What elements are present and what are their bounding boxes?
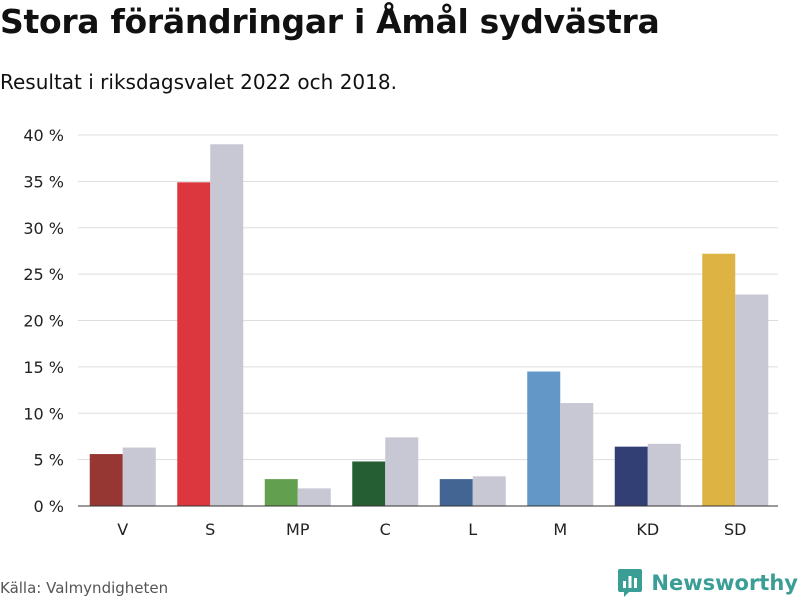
bar-l-previous <box>472 476 506 506</box>
bar-mp-current <box>264 479 298 506</box>
bars <box>78 144 778 507</box>
y-tick-label: 40 % <box>23 126 64 145</box>
x-tick-label: C <box>380 520 391 539</box>
x-tick-label: V <box>117 520 128 539</box>
bar-sd-current <box>702 253 736 506</box>
chart-subtitle: Resultat i riksdagsvalet 2022 och 2018. <box>0 70 397 94</box>
bar-m-previous <box>560 403 594 506</box>
x-tick-label: L <box>468 520 477 539</box>
y-tick-label: 5 % <box>34 451 64 470</box>
y-tick-label: 0 % <box>34 497 64 516</box>
y-tick-label: 30 % <box>23 219 64 238</box>
x-tick-label: S <box>205 520 215 539</box>
bar-m-current <box>527 371 561 506</box>
brand-logo: Newsworthy <box>617 568 798 598</box>
y-tick-label: 35 % <box>23 172 64 191</box>
bar-kd-current <box>614 446 648 506</box>
y-tick-label: 10 % <box>23 404 64 423</box>
y-tick-label: 20 % <box>23 312 64 331</box>
source-note: Källa: Valmyndigheten <box>0 579 169 597</box>
x-tick-label: KD <box>636 520 659 539</box>
y-tick-label: 15 % <box>23 358 64 377</box>
bar-v-previous <box>122 447 156 506</box>
y-tick-label: 25 % <box>23 265 64 284</box>
chart-title: Stora förändringar i Åmål sydvästra <box>0 2 660 41</box>
x-tick-label: MP <box>286 520 310 539</box>
x-axis-ticks: V S MP C L M KD SD <box>117 520 746 539</box>
bar-v-current <box>89 454 123 506</box>
bar-s-current <box>177 182 211 507</box>
x-tick-label: SD <box>724 520 746 539</box>
bar-kd-previous <box>647 443 681 506</box>
bar-c-previous <box>385 437 419 506</box>
bar-c-current <box>352 461 386 506</box>
bar-l-current <box>439 479 473 506</box>
bar-mp-previous <box>297 488 331 506</box>
bar-sd-previous <box>735 294 769 506</box>
x-tick-label: M <box>553 520 567 539</box>
bar-chart-icon <box>618 569 643 597</box>
brand-name: Newsworthy <box>651 571 798 595</box>
bar-s-previous <box>210 144 244 506</box>
y-axis-ticks: 0 % 5 % 10 % 15 % 20 % 25 % 30 % 35 % 40 % <box>23 126 64 516</box>
